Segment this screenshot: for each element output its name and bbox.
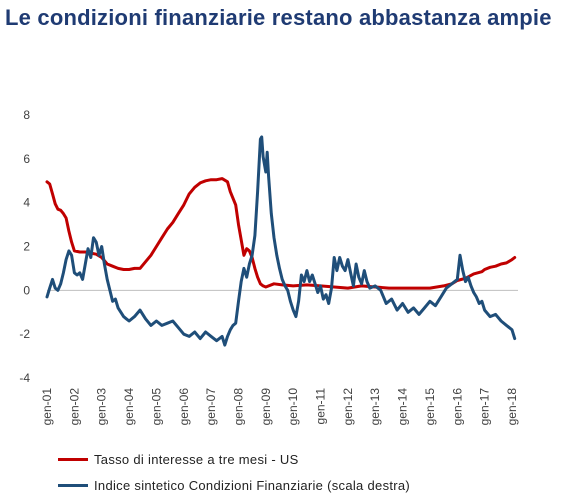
legend-label: Indice sintetico Condizioni Finanziarie … <box>94 478 411 493</box>
legend-item-financial-conditions: Indice sintetico Condizioni Finanziarie … <box>58 478 410 493</box>
x-tick-label: gen-18 <box>505 388 519 426</box>
x-tick-label: gen-03 <box>95 388 109 426</box>
x-axis: gen-01 gen-02 gen-03 gen-04 gen-05 gen-06 gen-… <box>40 388 519 426</box>
x-tick-label: gen-14 <box>396 388 410 426</box>
x-tick-label: gen-04 <box>122 388 136 426</box>
legend-item-interest-rate: Tasso di interesse a tre mesi - US <box>58 452 299 467</box>
y-tick-label: -4 <box>19 371 30 385</box>
x-tick-label: gen-10 <box>286 388 300 426</box>
series-line-financial-conditions <box>45 135 517 347</box>
legend-swatch <box>58 458 88 461</box>
x-tick-label: gen-05 <box>149 388 163 426</box>
x-tick-label: gen-09 <box>259 388 273 426</box>
x-tick-label: gen-01 <box>40 388 54 426</box>
y-tick-label: 6 <box>23 152 30 166</box>
x-tick-label: gen-13 <box>368 388 382 426</box>
y-tick-label: -2 <box>19 327 30 341</box>
y-axis: 8 6 4 2 0 -2 -4 <box>19 108 30 385</box>
x-tick-label: gen-08 <box>231 388 245 426</box>
legend-label: Tasso di interesse a tre mesi - US <box>94 452 299 467</box>
x-tick-label: gen-11 <box>314 388 328 425</box>
y-tick-label: 0 <box>23 283 30 297</box>
x-tick-label: gen-15 <box>423 388 437 426</box>
x-tick-label: gen-12 <box>341 388 355 426</box>
x-tick-label: gen-07 <box>204 388 218 426</box>
legend-swatch <box>58 484 88 487</box>
x-tick-label: gen-16 <box>450 388 464 426</box>
x-tick-label: gen-06 <box>177 388 191 426</box>
y-tick-label: 8 <box>23 108 30 122</box>
series-group <box>45 135 517 347</box>
chart-title: Le condizioni finanziarie restano abbast… <box>5 5 552 30</box>
y-tick-label: 2 <box>23 240 30 254</box>
x-tick-label: gen-17 <box>478 388 492 426</box>
x-tick-label: gen-02 <box>67 388 81 426</box>
y-tick-label: 4 <box>23 196 30 210</box>
